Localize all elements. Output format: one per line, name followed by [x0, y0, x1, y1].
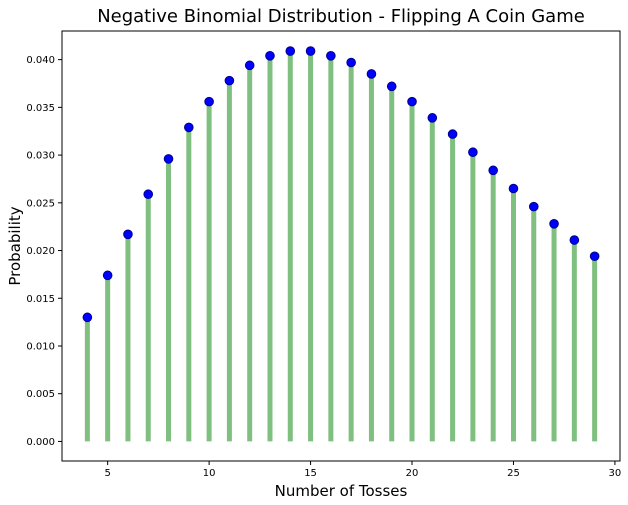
- data-point-marker: [163, 154, 174, 164]
- data-point-marker: [184, 122, 194, 133]
- ticks-layer: 5 10 15 20 25 30 0.000 0.005 0.010 0.015 0.020 0.02…: [26, 55, 621, 479]
- data-point-marker: [569, 235, 580, 245]
- data-point-marker: [82, 312, 93, 323]
- y-tick-label: 0.040: [26, 55, 55, 66]
- data-point-marker: [508, 183, 519, 194]
- data-point-marker: [326, 51, 336, 61]
- y-tick-label: 0.000: [26, 437, 55, 448]
- data-point-marker: [488, 165, 498, 176]
- y-axis-label: Probability: [6, 206, 24, 285]
- x-tick-label: 10: [203, 468, 216, 479]
- plot-layer: [82, 46, 600, 442]
- data-point-marker: [427, 113, 438, 123]
- data-point-marker: [244, 60, 255, 71]
- data-point-marker: [285, 46, 296, 56]
- data-point-marker: [305, 46, 316, 56]
- data-point-marker: [407, 96, 417, 107]
- x-tick-label: 25: [507, 468, 520, 479]
- x-tick-label: 15: [304, 468, 317, 479]
- data-point-marker: [102, 270, 113, 281]
- chart-title: Negative Binomial Distribution - Flippin…: [97, 6, 585, 27]
- y-tick-label: 0.035: [26, 103, 55, 114]
- data-point-marker: [468, 147, 478, 158]
- data-point-marker: [204, 96, 214, 107]
- data-point-marker: [549, 219, 559, 229]
- y-tick-label: 0.025: [26, 198, 55, 209]
- data-point-marker: [123, 229, 133, 240]
- x-tick-label: 20: [406, 468, 419, 479]
- x-tick-label: 5: [104, 468, 110, 479]
- y-tick-label: 0.030: [26, 151, 55, 162]
- data-point-marker: [589, 251, 600, 262]
- data-point-marker: [346, 57, 356, 68]
- y-tick-label: 0.005: [26, 389, 55, 400]
- data-point-marker: [447, 129, 458, 139]
- data-point-marker: [224, 75, 235, 86]
- data-point-marker: [366, 69, 377, 79]
- y-tick-label: 0.020: [26, 246, 55, 257]
- data-point-marker: [265, 51, 275, 61]
- plot-frame: [61, 30, 621, 462]
- y-tick-label: 0.010: [26, 341, 55, 352]
- data-point-marker: [386, 81, 397, 92]
- y-tick-label: 0.015: [26, 294, 55, 305]
- data-point-marker: [143, 189, 154, 200]
- x-tick-label: 30: [609, 468, 622, 479]
- x-axis-label: Number of Tosses: [275, 482, 408, 500]
- data-point-marker: [528, 201, 539, 212]
